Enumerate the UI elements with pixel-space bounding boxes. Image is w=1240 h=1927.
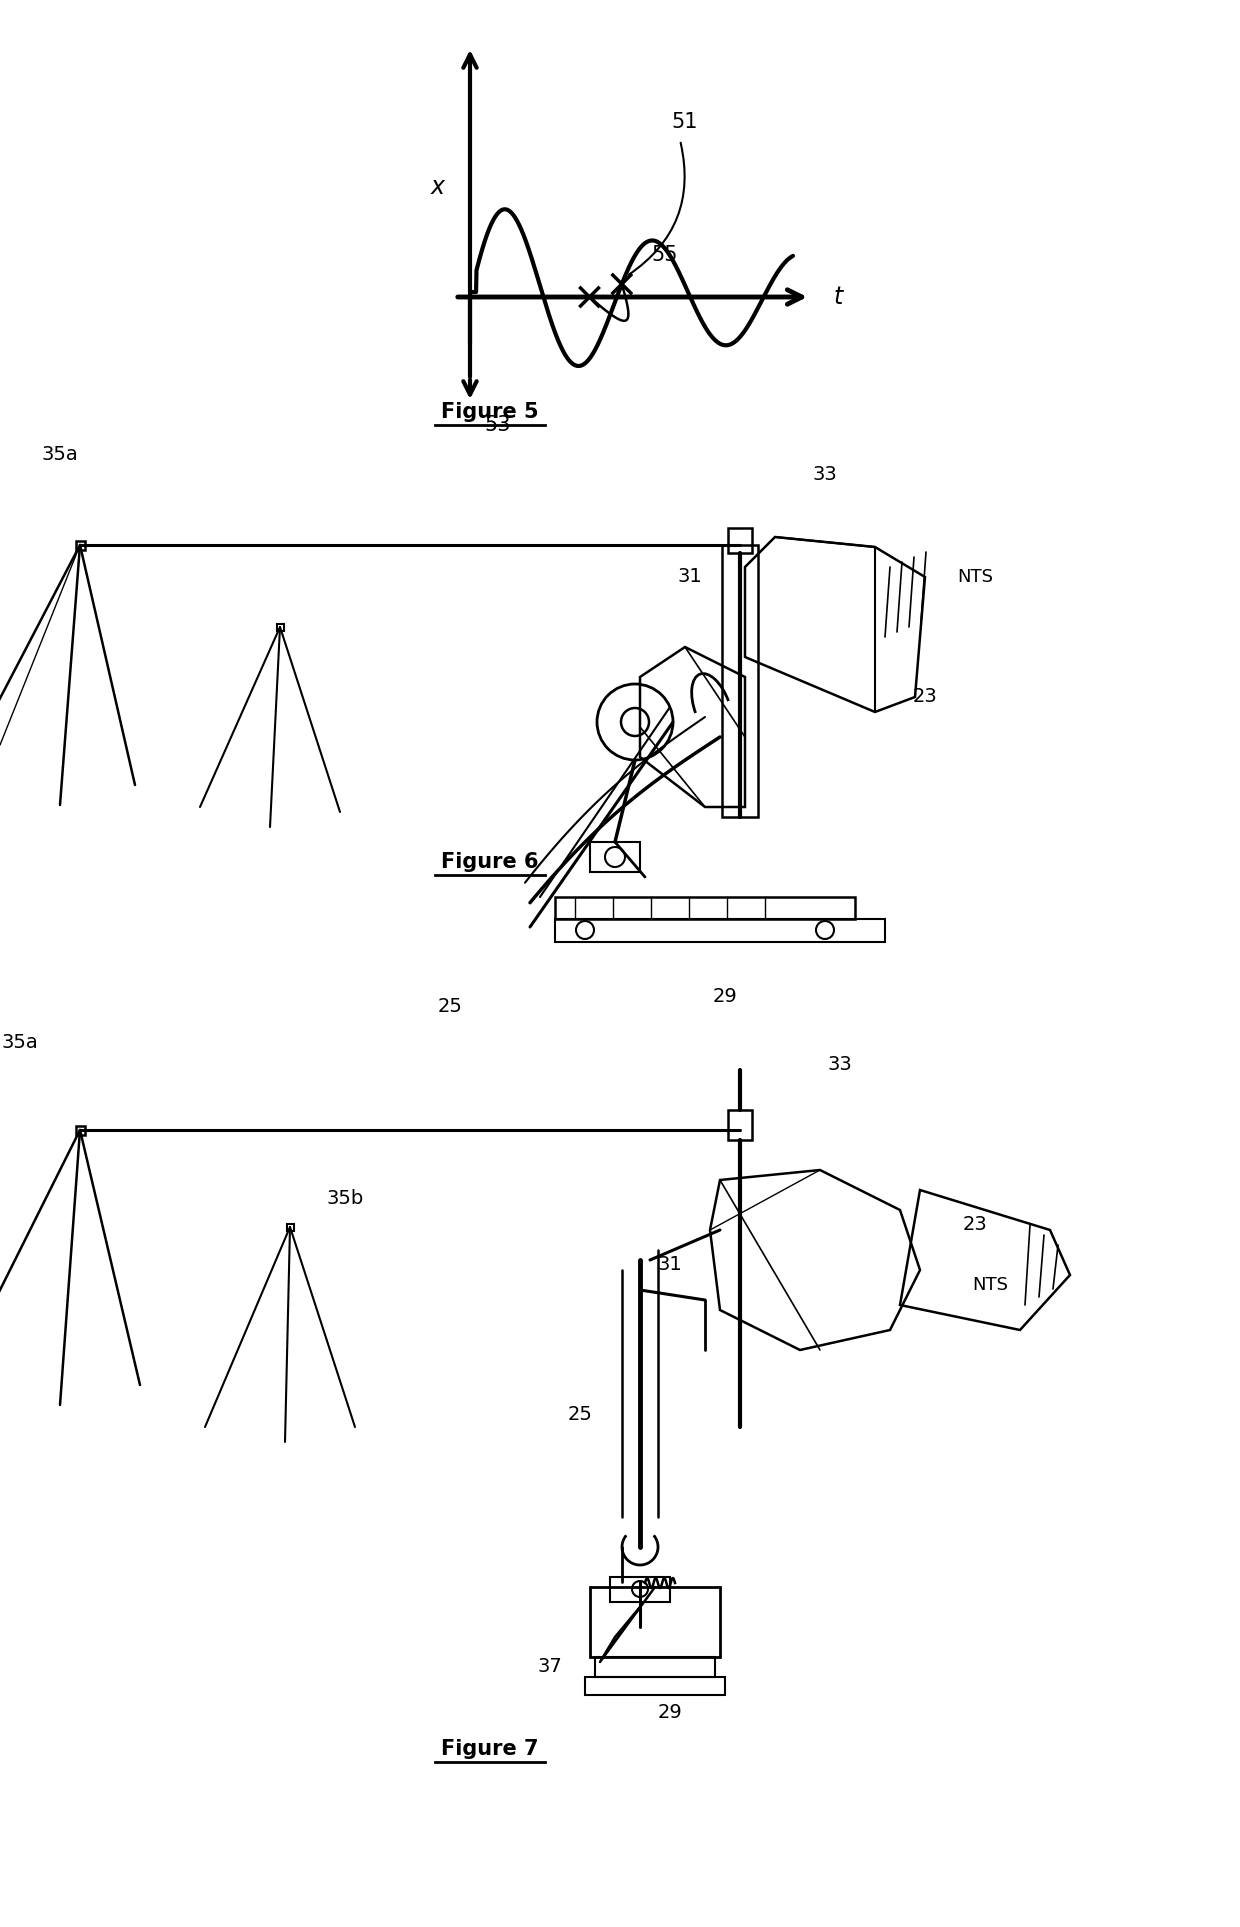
Bar	[76, 540, 84, 549]
Text: 35b: 35b	[326, 1189, 363, 1208]
Text: 53: 53	[485, 414, 511, 436]
Bar	[722, 545, 758, 817]
Text: 35a: 35a	[1, 1033, 38, 1052]
Text: 35a: 35a	[42, 445, 78, 464]
Text: 29: 29	[713, 987, 738, 1006]
Bar	[76, 1125, 84, 1135]
Text: 29: 29	[657, 1702, 682, 1721]
Text: Figure 5: Figure 5	[441, 403, 539, 422]
Bar	[556, 919, 885, 942]
Text: 25: 25	[568, 1405, 593, 1424]
Bar	[610, 1576, 670, 1601]
Text: 25: 25	[438, 998, 463, 1017]
Text: NTS: NTS	[972, 1276, 1008, 1295]
Text: 55: 55	[651, 245, 678, 266]
Text: x: x	[432, 175, 445, 198]
Text: t: t	[833, 285, 843, 308]
Text: 33: 33	[827, 1056, 852, 1075]
Text: 33: 33	[812, 466, 837, 484]
Bar	[556, 896, 856, 919]
Bar	[595, 1657, 715, 1676]
Bar	[728, 1110, 751, 1141]
Bar	[590, 1588, 720, 1657]
Text: Figure 7: Figure 7	[441, 1738, 538, 1759]
Bar	[277, 624, 284, 630]
Text: 37: 37	[538, 1657, 563, 1676]
Text: 51: 51	[672, 112, 698, 133]
Bar	[728, 528, 751, 553]
Text: 31: 31	[677, 567, 702, 586]
Text: 31: 31	[657, 1256, 682, 1274]
Text: NTS: NTS	[957, 568, 993, 586]
Bar	[590, 842, 640, 873]
Text: 23: 23	[962, 1216, 987, 1235]
Text: Figure 6: Figure 6	[441, 852, 538, 873]
Text: 23: 23	[913, 688, 937, 707]
Bar	[585, 1676, 725, 1696]
Bar	[286, 1224, 294, 1231]
